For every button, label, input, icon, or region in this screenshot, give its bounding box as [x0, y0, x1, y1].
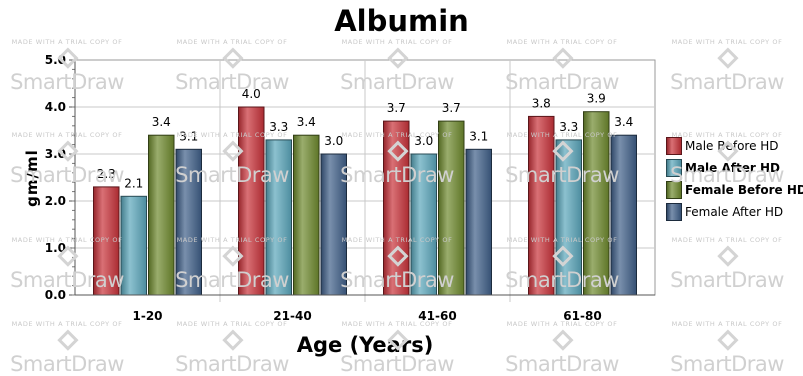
legend-label: Female After HD [685, 205, 784, 219]
bar-value-label: 3.8 [532, 96, 551, 110]
bar [120, 195, 147, 296]
bar-value-label: 3.0 [414, 134, 433, 148]
bar-value-label: 3.1 [179, 129, 198, 143]
y-tick-label: 5.0 [45, 53, 66, 67]
bar-value-label: 2.1 [124, 176, 143, 190]
legend-label: Female Before HD [685, 183, 803, 197]
bar [555, 139, 582, 296]
x-tick-label: 1-20 [132, 309, 162, 323]
bar [610, 134, 637, 296]
bar-value-label: 3.4 [152, 115, 171, 129]
bar [528, 115, 555, 296]
legend-swatch [666, 159, 682, 177]
legend-swatch [666, 203, 682, 221]
bar-value-label: 3.4 [614, 115, 633, 129]
bar [410, 153, 437, 296]
bar-value-label: 3.9 [587, 92, 606, 106]
bar-value-label: 3.3 [269, 120, 288, 134]
x-tick-label: 61-80 [563, 309, 601, 323]
y-tick-label: 2.0 [45, 194, 66, 208]
bar [465, 148, 492, 296]
bar-value-label: 4.0 [242, 87, 261, 101]
bar [175, 148, 202, 296]
bar-value-label: 2.3 [97, 167, 116, 181]
y-tick-label: 1.0 [45, 241, 66, 255]
bar [438, 120, 465, 296]
bar [148, 134, 175, 296]
bar [320, 153, 347, 296]
bar-value-label: 3.7 [442, 101, 461, 115]
legend-swatch [666, 181, 682, 199]
bar-value-label: 3.1 [469, 129, 488, 143]
y-tick-label: 0.0 [45, 288, 66, 302]
bar-value-label: 3.3 [559, 120, 578, 134]
bar-value-label: 3.7 [387, 101, 406, 115]
legend-label: Male Before HD [685, 139, 779, 153]
bar-value-label: 3.0 [324, 134, 343, 148]
bar [238, 106, 265, 296]
bar-value-label: 3.4 [297, 115, 316, 129]
y-tick-label: 4.0 [45, 100, 66, 114]
x-tick-label: 21-40 [273, 309, 311, 323]
x-axis-title: Age (Years) [296, 333, 434, 357]
legend-label: Male After HD [685, 161, 780, 175]
bar [383, 120, 410, 296]
x-tick-label: 41-60 [418, 309, 456, 323]
bar [93, 186, 120, 296]
chart-title: Albumin [334, 4, 469, 38]
legend-swatch [666, 137, 682, 155]
bar [293, 134, 320, 296]
y-tick-label: 3.0 [45, 147, 66, 161]
bar [583, 111, 610, 296]
bar [265, 139, 292, 296]
